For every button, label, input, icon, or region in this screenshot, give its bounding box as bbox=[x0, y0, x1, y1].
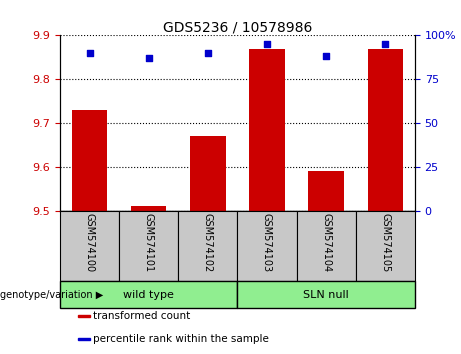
Bar bbox=[356, 211, 415, 281]
Text: GSM574105: GSM574105 bbox=[380, 213, 390, 272]
Bar bbox=[60, 211, 119, 281]
Text: wild type: wild type bbox=[123, 290, 174, 300]
Title: GDS5236 / 10578986: GDS5236 / 10578986 bbox=[163, 20, 312, 34]
Bar bbox=[131, 206, 166, 211]
Text: GSM574101: GSM574101 bbox=[144, 213, 154, 272]
Bar bbox=[178, 211, 237, 281]
Text: SLN null: SLN null bbox=[303, 290, 349, 300]
Bar bbox=[308, 171, 344, 211]
Point bbox=[145, 55, 152, 61]
Text: percentile rank within the sample: percentile rank within the sample bbox=[93, 334, 268, 344]
Bar bbox=[60, 281, 237, 308]
Text: transformed count: transformed count bbox=[93, 311, 190, 321]
Bar bbox=[190, 136, 225, 211]
Point bbox=[322, 53, 330, 59]
Text: GSM574102: GSM574102 bbox=[203, 213, 213, 272]
Text: genotype/variation ▶: genotype/variation ▶ bbox=[0, 290, 103, 300]
Bar bbox=[119, 211, 178, 281]
Text: GSM574100: GSM574100 bbox=[84, 213, 95, 272]
Point bbox=[382, 41, 389, 47]
Bar bbox=[77, 338, 90, 340]
Point bbox=[86, 50, 93, 56]
Bar bbox=[367, 48, 403, 211]
Point bbox=[263, 41, 271, 47]
Text: GSM574104: GSM574104 bbox=[321, 213, 331, 272]
Bar bbox=[296, 211, 356, 281]
Bar bbox=[237, 211, 296, 281]
Bar bbox=[72, 110, 107, 211]
Bar bbox=[249, 48, 285, 211]
Text: GSM574103: GSM574103 bbox=[262, 213, 272, 272]
Point bbox=[204, 50, 212, 56]
Bar bbox=[77, 315, 90, 317]
Bar bbox=[237, 281, 415, 308]
